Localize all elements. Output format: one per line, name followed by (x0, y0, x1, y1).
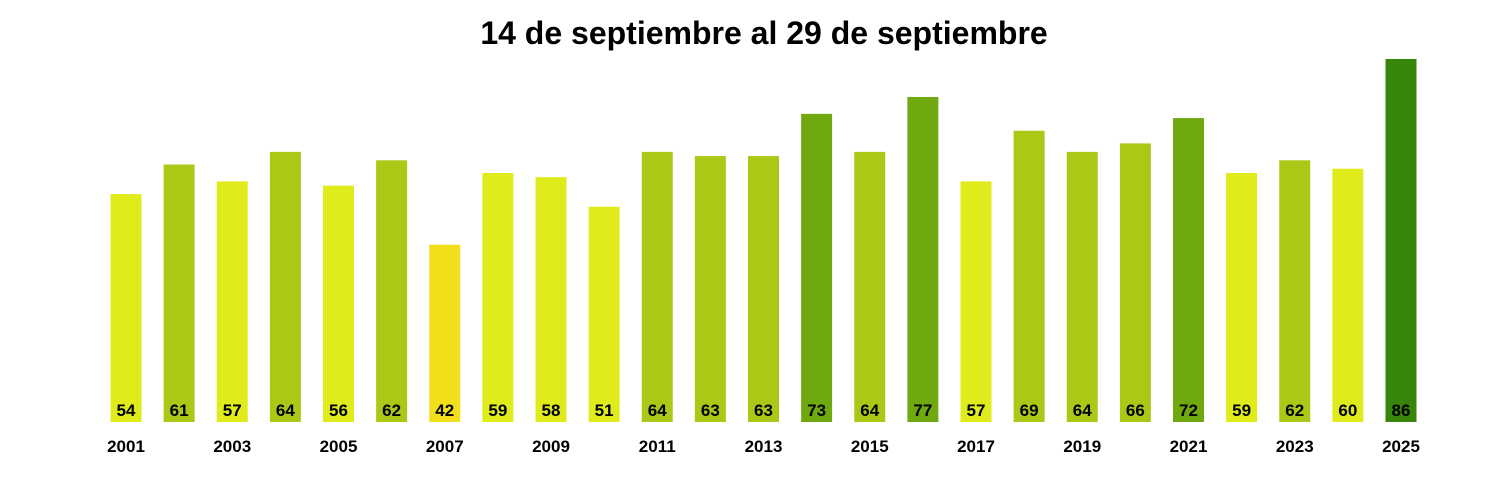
bar-2009 (535, 177, 567, 422)
bar-2019 (1066, 151, 1098, 422)
bar-2024 (1332, 168, 1364, 422)
data-label-2015: 64 (860, 401, 879, 420)
x-tick-2019: 2019 (1063, 437, 1101, 456)
data-label-2007: 42 (435, 401, 454, 420)
x-tick-2017: 2017 (957, 437, 995, 456)
data-label-2012: 63 (701, 401, 720, 420)
data-label-2001: 54 (117, 401, 136, 420)
bar-2006 (376, 160, 408, 423)
bar-2002 (163, 164, 195, 422)
bar-2020 (1119, 143, 1151, 422)
bar-2012 (694, 156, 726, 422)
x-tick-2005: 2005 (320, 437, 358, 456)
bar-2003 (216, 181, 248, 422)
bar-2017 (960, 181, 992, 422)
data-label-2022: 59 (1232, 401, 1251, 420)
bar-2018 (1013, 130, 1045, 423)
bar-2023 (1279, 160, 1311, 423)
bars: 54 61 57 64 56 62 42 59 58 51 64 63 63 73 64 77 57 69 64 66… (110, 59, 1417, 423)
x-tick-2013: 2013 (745, 437, 783, 456)
data-label-2009: 58 (542, 401, 561, 420)
x-tick-2011: 2011 (639, 437, 676, 456)
bar-2025 (1385, 59, 1417, 422)
bar-2014 (801, 113, 833, 422)
bar-2004 (269, 151, 301, 422)
data-label-2008: 59 (488, 401, 507, 420)
data-label-2017: 57 (967, 401, 986, 420)
data-label-2002: 61 (170, 401, 189, 420)
x-axis-ticks: 2001 2003 2005 2007 2009 2011 2013 2015 2017 2019… (107, 437, 1420, 456)
bar-2008 (482, 172, 514, 422)
data-label-2021: 72 (1179, 401, 1198, 420)
x-tick-2023: 2023 (1276, 437, 1314, 456)
chart-title: 14 de septiembre al 29 de septiembre (480, 15, 1047, 51)
x-tick-2021: 2021 (1170, 437, 1208, 456)
data-label-2020: 66 (1126, 401, 1145, 420)
data-label-2024: 60 (1338, 401, 1357, 420)
data-label-2018: 69 (1020, 401, 1039, 420)
x-tick-2007: 2007 (426, 437, 464, 456)
bar-2021 (1173, 118, 1204, 423)
data-label-2005: 56 (329, 401, 348, 420)
bar-2016 (907, 96, 939, 422)
data-label-2013: 63 (754, 401, 773, 420)
bar-2022 (1226, 172, 1258, 422)
data-label-2023: 62 (1285, 401, 1304, 420)
bar-2011 (641, 151, 673, 422)
bar-2013 (748, 156, 779, 422)
bar-2015 (854, 151, 886, 422)
data-label-2004: 64 (276, 401, 295, 420)
x-tick-2025: 2025 (1382, 437, 1420, 456)
bar-2001 (110, 194, 142, 422)
x-tick-2001: 2001 (107, 437, 145, 456)
bar-2005 (323, 185, 354, 422)
bar-2007 (429, 244, 461, 422)
data-label-2014: 73 (807, 401, 826, 420)
x-tick-2015: 2015 (851, 437, 889, 456)
data-label-2025: 86 (1392, 401, 1411, 420)
x-tick-2009: 2009 (532, 437, 570, 456)
x-tick-2003: 2003 (213, 437, 251, 456)
data-label-2003: 57 (223, 401, 242, 420)
data-label-2010: 51 (595, 401, 614, 420)
data-label-2016: 77 (913, 401, 932, 420)
data-label-2019: 64 (1073, 401, 1092, 420)
data-label-2011: 64 (648, 401, 667, 420)
bar-2010 (588, 206, 620, 422)
data-label-2006: 62 (382, 401, 401, 420)
